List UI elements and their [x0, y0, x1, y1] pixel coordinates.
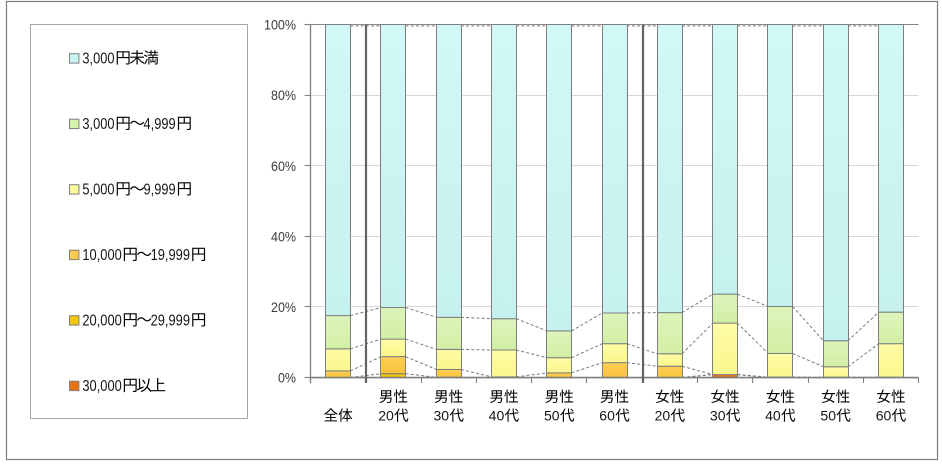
- svg-text:60: 60: [876, 408, 892, 424]
- svg-text:3,000: 3,000: [82, 116, 114, 133]
- svg-text:4,999: 4,999: [144, 116, 176, 133]
- svg-text:80%: 80%: [271, 87, 296, 103]
- svg-text:29,999: 29,999: [151, 312, 190, 329]
- svg-text:10,000: 10,000: [82, 247, 121, 264]
- svg-text:3,000: 3,000: [82, 50, 114, 67]
- svg-text:20,000: 20,000: [82, 312, 121, 329]
- svg-text:60: 60: [599, 408, 615, 424]
- svg-text:60%: 60%: [271, 158, 296, 174]
- svg-text:20%: 20%: [271, 299, 296, 315]
- svg-text:40%: 40%: [271, 228, 296, 244]
- svg-text:50: 50: [820, 408, 836, 424]
- svg-text:100%: 100%: [264, 17, 296, 33]
- svg-text:40: 40: [489, 408, 505, 424]
- svg-text:0%: 0%: [278, 370, 296, 386]
- svg-text:30,000: 30,000: [82, 378, 121, 395]
- svg-text:20: 20: [378, 408, 394, 424]
- svg-text:19,999: 19,999: [151, 247, 190, 264]
- svg-text:30: 30: [434, 408, 450, 424]
- svg-text:5,000: 5,000: [82, 181, 114, 198]
- svg-text:50: 50: [544, 408, 560, 424]
- svg-text:20: 20: [655, 408, 671, 424]
- svg-text:40: 40: [765, 408, 781, 424]
- svg-text:30: 30: [710, 408, 726, 424]
- svg-text:9,999: 9,999: [144, 181, 176, 198]
